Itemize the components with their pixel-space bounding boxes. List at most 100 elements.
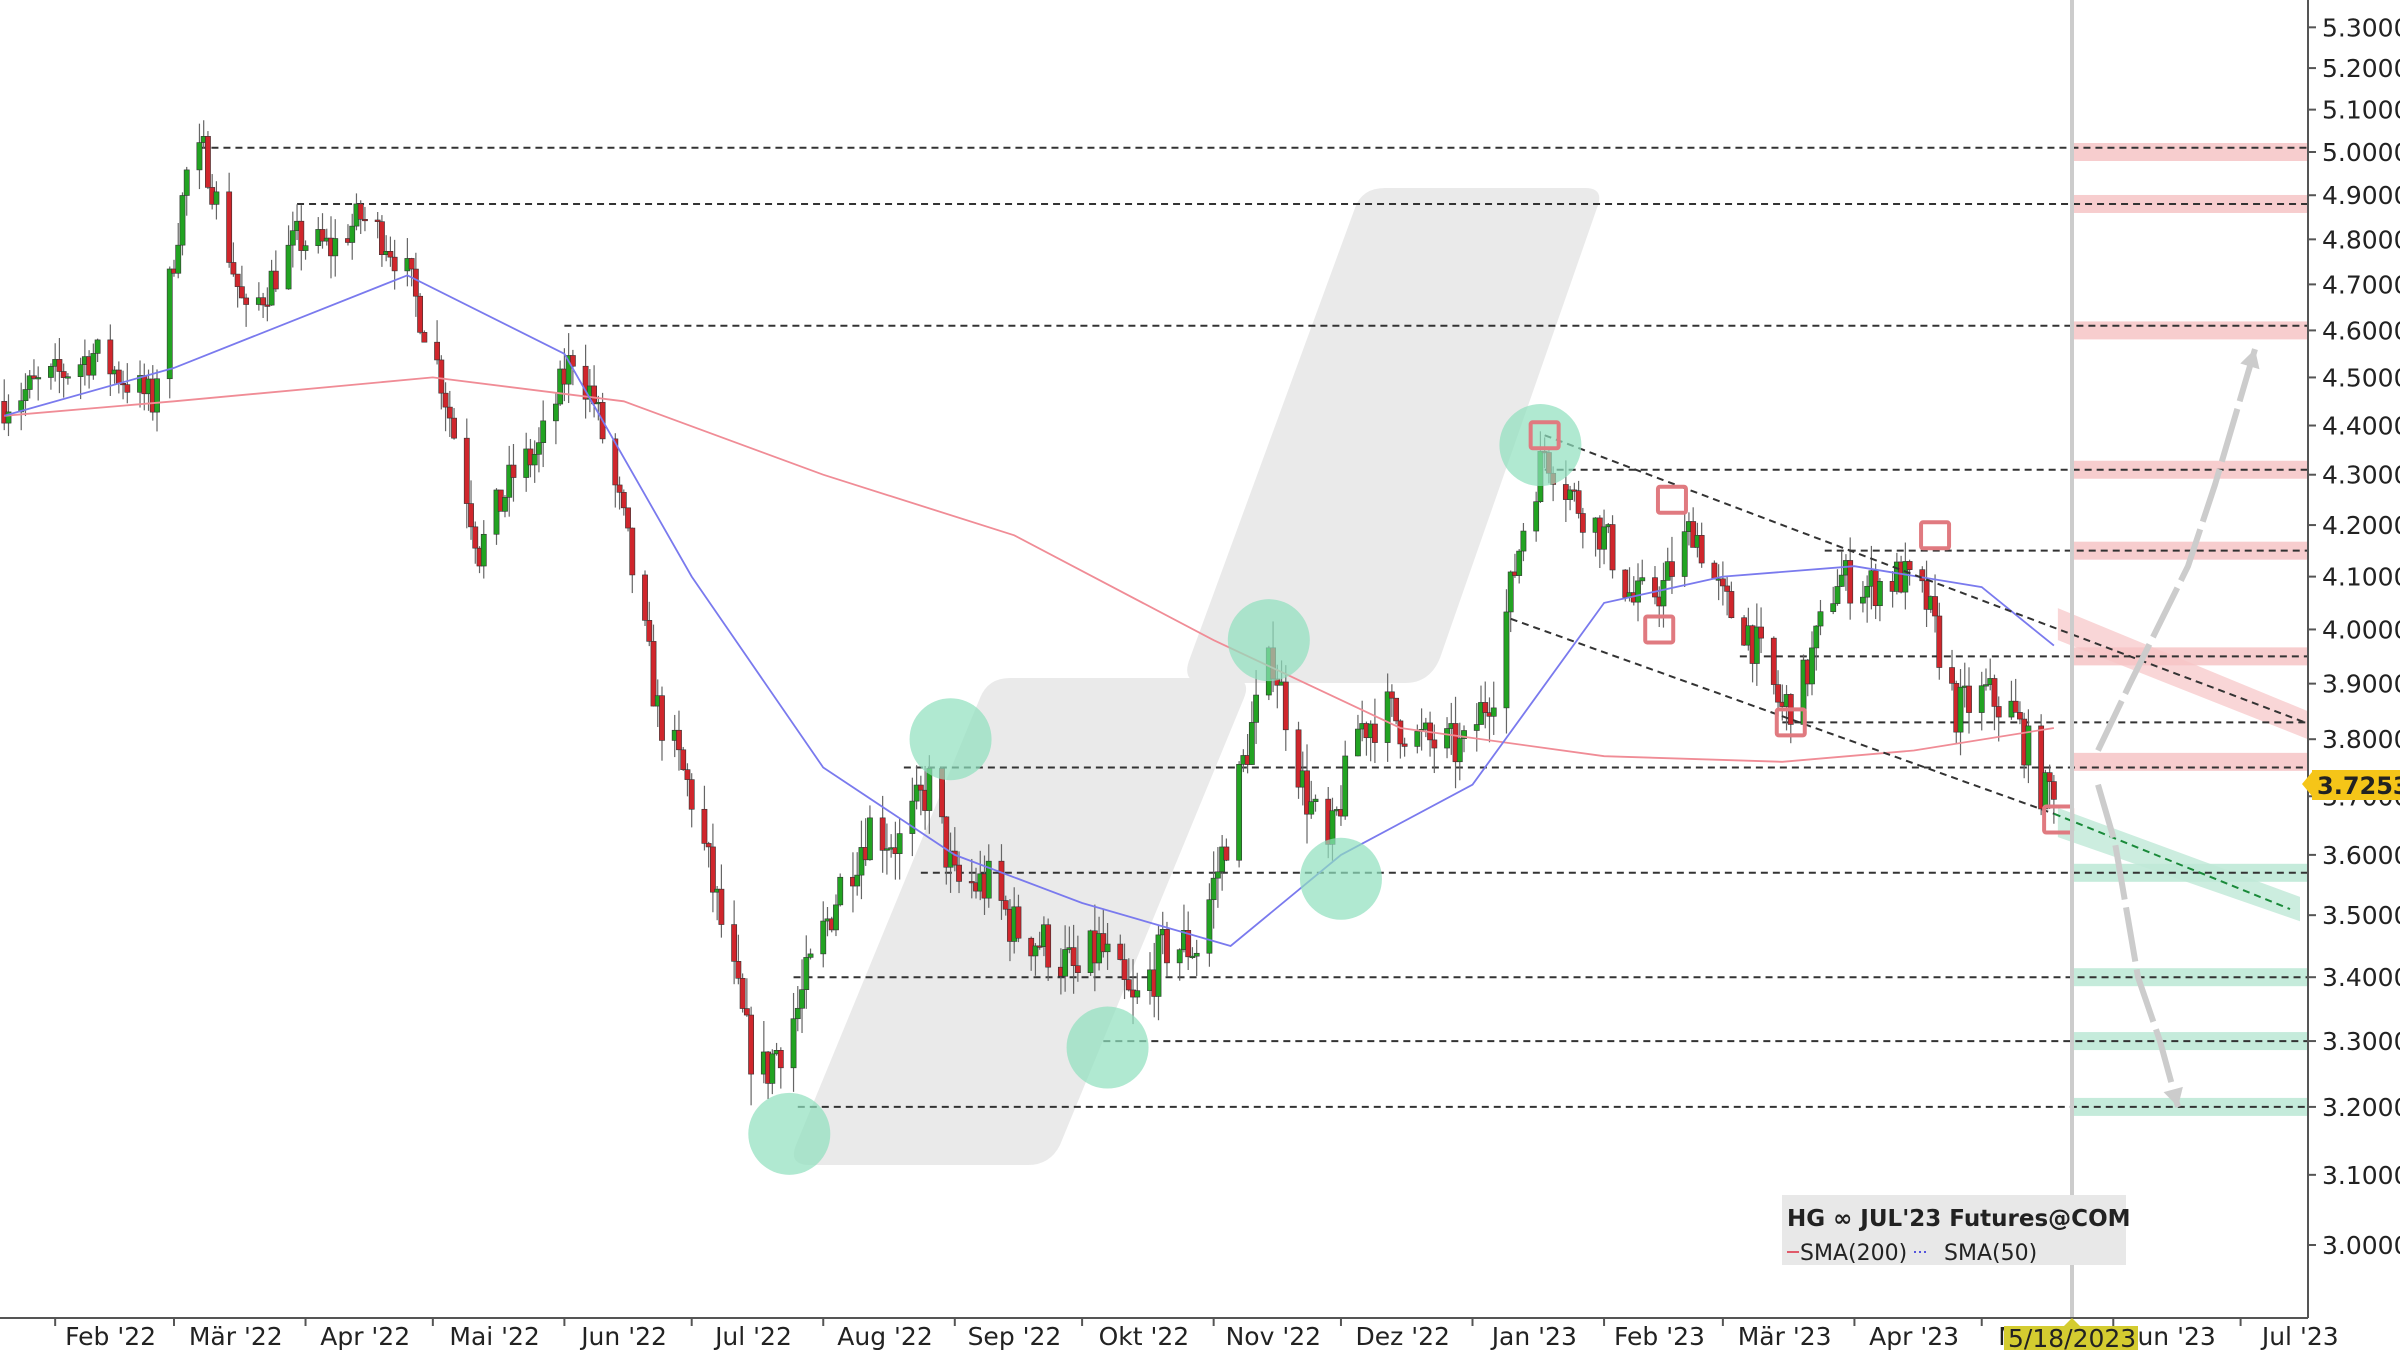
candle-up (1210, 877, 1217, 901)
candle-down (1936, 615, 1943, 668)
candle-down (417, 295, 424, 333)
candle-down (230, 262, 237, 275)
candle-down (1121, 959, 1128, 980)
candle-up (1520, 530, 1527, 552)
y-tick-label: 3.3000 (2322, 1027, 2400, 1056)
candle-up (909, 800, 916, 834)
pivot-circle (1066, 1006, 1149, 1089)
candle-down (1100, 933, 1107, 953)
x-tick-label: Dez '22 (1356, 1322, 1450, 1350)
candle-down (1991, 678, 1998, 707)
x-tick-label: Mai '22 (449, 1322, 539, 1350)
pivot-circle (1499, 404, 1582, 487)
x-tick-label: Apr '23 (1869, 1322, 1959, 1350)
candle-down (917, 784, 924, 791)
candle-up (1214, 871, 1221, 879)
candle-up (1516, 550, 1523, 576)
candle-up (1834, 586, 1841, 604)
candle-up (26, 375, 33, 390)
x-tick-label: Jun '23 (2128, 1322, 2216, 1350)
y-tick-label: 5.0000 (2322, 138, 2400, 167)
candle-down (1164, 929, 1170, 964)
y-tick-label: 3.5000 (2322, 901, 2400, 930)
y-tick-label: 3.4000 (2322, 963, 2400, 992)
candle-up (1753, 626, 1760, 664)
candle-up (349, 225, 356, 243)
candle-down (1579, 513, 1586, 533)
candle-down (1669, 561, 1675, 577)
y-tick-label: 3.8000 (2322, 725, 2400, 754)
candle-up (480, 533, 487, 567)
candle-down (1847, 560, 1854, 604)
pivot-circle (748, 1092, 831, 1175)
candle-up (833, 904, 839, 931)
candle-up (540, 420, 547, 443)
candle-up (1206, 899, 1213, 954)
current-date-tag: 5/18/2023 (2004, 1318, 2138, 1350)
resistance-zone (2072, 460, 2308, 479)
candle-down (569, 355, 576, 367)
candle-down (31, 375, 37, 379)
candle-up (794, 1007, 801, 1020)
candle-down (612, 438, 619, 486)
bearish-projection-arrow (2095, 783, 2181, 1108)
candle-up (48, 365, 54, 378)
candle-up (1104, 943, 1111, 953)
candle-down (442, 392, 449, 408)
candle-up (1533, 501, 1540, 532)
candle-up (1189, 955, 1196, 958)
candle-down (468, 503, 474, 528)
candle-up (1860, 596, 1866, 604)
candle-down (234, 273, 241, 287)
sma200-line (4, 376, 2055, 763)
y-tick-label: 3.2000 (2322, 1093, 2400, 1122)
candle-down (115, 369, 122, 384)
y-axis-ticks: 3.0000 3.1000 3.2000 3.3000 3.4000 3.5000 3.60… (2308, 13, 2400, 1260)
candle-down (676, 729, 682, 751)
candle-up (854, 874, 861, 887)
pivot-circle (1227, 599, 1310, 682)
candle-down (60, 371, 67, 378)
candle-down (1724, 585, 1731, 592)
candle-down (739, 977, 746, 1009)
candle-up (799, 989, 805, 1009)
x-tick-label: Sep '22 (968, 1322, 1062, 1350)
candle-down (438, 359, 445, 394)
candle-down (1919, 569, 1926, 582)
candle-down (879, 817, 886, 851)
candle-down (264, 304, 271, 307)
candle-down (2017, 712, 2023, 720)
candle-down (650, 641, 657, 707)
candle-up (531, 454, 538, 466)
candle-up (1236, 764, 1243, 861)
x-tick-label: Okt '22 (1099, 1322, 1190, 1350)
pivot-square (1919, 520, 1952, 551)
candle-down (1758, 626, 1764, 639)
candle-down (951, 850, 958, 866)
candle-down (688, 779, 695, 810)
legend-sma200: SMA(200) (1800, 1241, 1907, 1266)
legend-sma50: SMA(50) (1944, 1241, 2037, 1266)
y-tick-label: 3.6000 (2322, 841, 2400, 870)
pivot-square (1655, 484, 1688, 515)
candle-up (1507, 571, 1514, 613)
candle-down (1393, 697, 1400, 722)
candle-up (1639, 577, 1646, 582)
candle-down (124, 384, 131, 393)
candle-down (659, 695, 665, 741)
candle-down (451, 417, 457, 439)
candle-down (362, 218, 368, 222)
legend-title: HG ∞ JUL'23 Futures@COM (1787, 1206, 2131, 1232)
candle-down (387, 251, 394, 258)
candle-down (374, 219, 381, 222)
candle-down (272, 270, 279, 290)
pivot-markers (748, 404, 2075, 1175)
y-tick-label: 4.2000 (2322, 511, 2400, 540)
y-tick-label: 4.8000 (2322, 225, 2400, 254)
candle-up (1490, 707, 1497, 717)
y-tick-label: 3.1000 (2322, 1161, 2400, 1190)
candle-up (803, 957, 810, 990)
upper-trendline (1544, 434, 2306, 724)
candle-down (1652, 577, 1658, 598)
candle-down (243, 297, 250, 305)
